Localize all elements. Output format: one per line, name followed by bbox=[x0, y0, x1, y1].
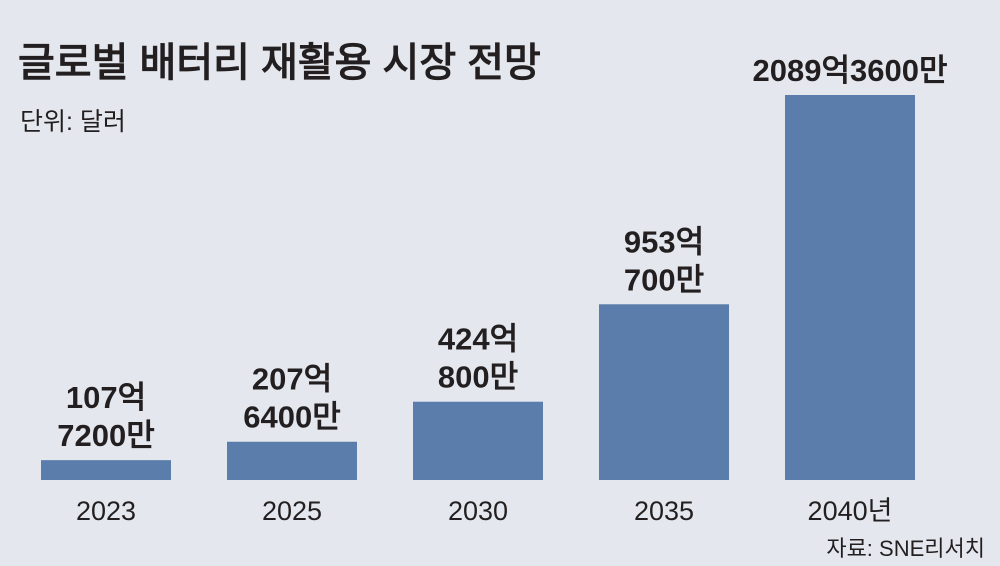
source: 자료: SNE리서치 bbox=[826, 536, 985, 561]
bar bbox=[41, 460, 171, 480]
x-tick-label: 2030 bbox=[448, 496, 508, 526]
x-tick-label: 2023 bbox=[76, 496, 136, 526]
value-label: 2089억3600만 bbox=[753, 53, 948, 88]
value-label: 953억 bbox=[624, 224, 704, 259]
value-label: 7200만 bbox=[57, 418, 154, 453]
x-tick-label: 2025 bbox=[262, 496, 322, 526]
value-label: 6400만 bbox=[243, 400, 340, 435]
x-tick-label: 2040년 bbox=[808, 496, 893, 526]
x-tick-label: 2035 bbox=[634, 496, 694, 526]
bar bbox=[785, 95, 915, 480]
bar bbox=[599, 304, 729, 480]
chart-title: 글로벌 배터리 재활용 시장 전망 bbox=[18, 41, 541, 85]
value-label: 207억 bbox=[252, 362, 332, 397]
value-label: 424억 bbox=[438, 322, 518, 357]
value-label: 107억 bbox=[66, 380, 146, 415]
chart-subtitle: 단위: 달러 bbox=[20, 108, 126, 136]
value-label: 800만 bbox=[438, 360, 518, 395]
bar bbox=[227, 441, 357, 480]
bar bbox=[413, 401, 543, 480]
value-label: 700만 bbox=[624, 262, 704, 297]
